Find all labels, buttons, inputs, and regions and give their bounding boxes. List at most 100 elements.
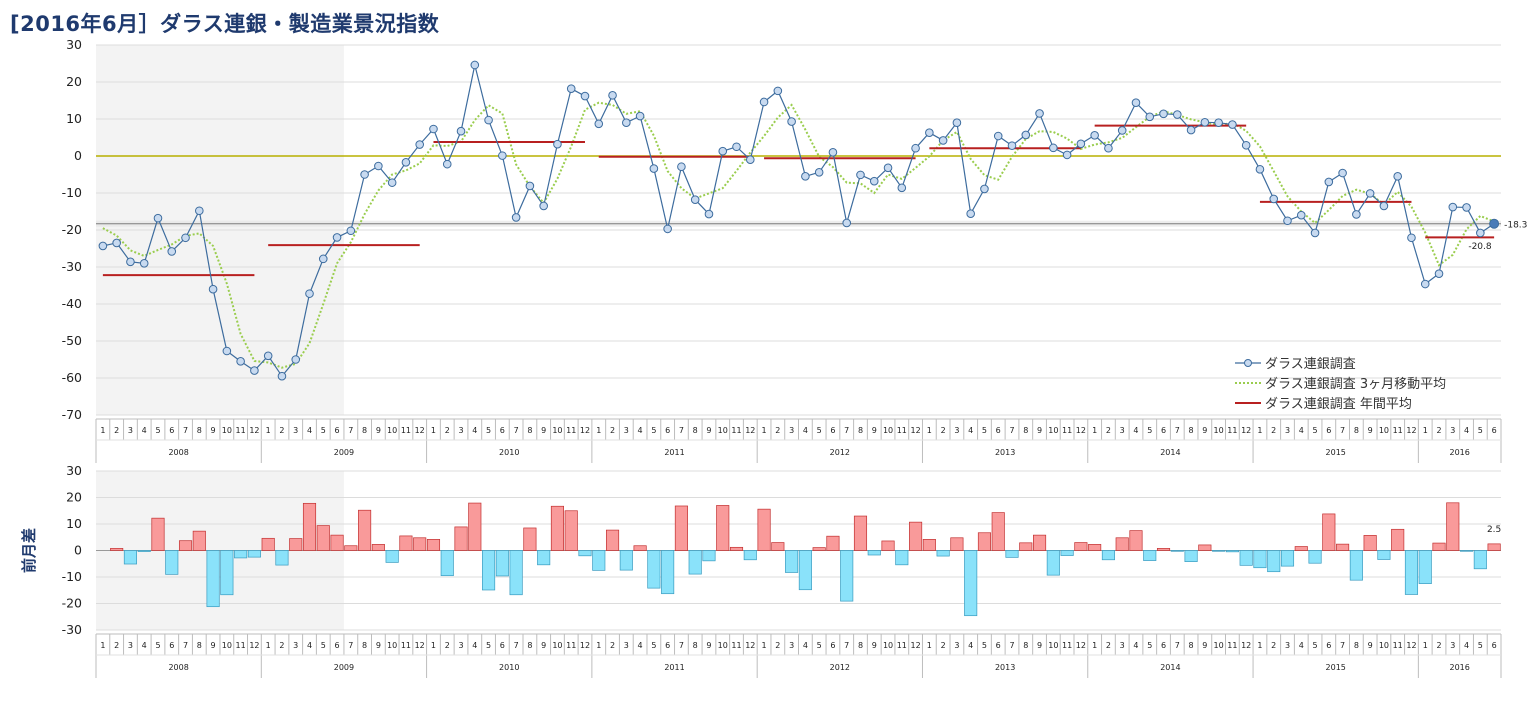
top-month-label: 10 bbox=[222, 426, 232, 435]
top-month-label: 12 bbox=[1241, 426, 1251, 435]
data-point bbox=[1200, 118, 1210, 127]
data-point bbox=[745, 155, 755, 164]
bottom-month-label: 4 bbox=[638, 641, 643, 650]
bar bbox=[192, 530, 206, 551]
bottom-month-label: 8 bbox=[693, 641, 698, 650]
top-month-label: 9 bbox=[706, 426, 711, 435]
y-tick-label: -30 bbox=[62, 622, 82, 637]
bottom-month-label: 2 bbox=[279, 641, 284, 650]
bar bbox=[413, 537, 427, 551]
top-month-label: 3 bbox=[458, 426, 463, 435]
bottom-month-label: 9 bbox=[1202, 641, 1207, 650]
bottom-month-label: 1 bbox=[100, 641, 105, 650]
top-month-label: 9 bbox=[872, 426, 877, 435]
bar bbox=[1074, 542, 1088, 551]
bottom-year-label: 2008 bbox=[168, 663, 188, 672]
y-tick-label: -30 bbox=[62, 259, 82, 274]
top-month-label: 2 bbox=[445, 426, 450, 435]
top-month-label: 12 bbox=[249, 426, 259, 435]
bottom-year-label: 2012 bbox=[830, 663, 850, 672]
top-month-label: 10 bbox=[1379, 426, 1389, 435]
chart-title: [2016年6月］ダラス連銀・製造業景況指数 bbox=[10, 12, 440, 36]
bar bbox=[936, 550, 950, 557]
top-year-label: 2016 bbox=[1449, 448, 1469, 457]
top-month-label: 7 bbox=[514, 426, 519, 435]
data-point bbox=[635, 111, 645, 121]
top-month-label: 11 bbox=[1062, 426, 1072, 435]
annotation-prior: -20.8 bbox=[1468, 242, 1492, 252]
top-month-label: 8 bbox=[1189, 426, 1194, 435]
bottom-month-label: 6 bbox=[169, 641, 174, 650]
top-month-label: 5 bbox=[982, 426, 987, 435]
data-point bbox=[911, 143, 920, 153]
data-point bbox=[980, 184, 989, 194]
data-point bbox=[498, 151, 507, 160]
top-month-label: 3 bbox=[1120, 426, 1125, 435]
bottom-month-label: 12 bbox=[1406, 641, 1416, 650]
data-point bbox=[318, 254, 328, 264]
bottom-month-label: 6 bbox=[1161, 641, 1166, 650]
bottom-month-label: 5 bbox=[321, 641, 326, 650]
bottom-month-label: 6 bbox=[996, 641, 1001, 650]
data-point bbox=[263, 351, 273, 361]
y-tick-label: 20 bbox=[66, 74, 82, 89]
bottom-month-label: 2 bbox=[610, 641, 615, 650]
top-month-label: 5 bbox=[817, 426, 822, 435]
top-month-label: 6 bbox=[665, 426, 670, 435]
bar bbox=[234, 550, 248, 559]
legend-label: ダラス連銀調査 年間平均 bbox=[1265, 397, 1412, 412]
bottom-month-label: 7 bbox=[844, 641, 849, 650]
bottom-month-label: 4 bbox=[803, 641, 808, 650]
data-point bbox=[1310, 228, 1320, 238]
bottom-month-label: 1 bbox=[1257, 641, 1262, 650]
data-point bbox=[787, 117, 796, 126]
top-year-label: 2009 bbox=[334, 448, 354, 457]
bottom-month-label: 7 bbox=[183, 641, 188, 650]
bar bbox=[1239, 550, 1253, 566]
data-point bbox=[897, 183, 907, 193]
data-point bbox=[1462, 203, 1471, 212]
bar bbox=[729, 546, 744, 551]
top-month-label: 1 bbox=[431, 426, 436, 435]
bottom-month-label: 6 bbox=[665, 641, 670, 650]
data-point bbox=[539, 201, 548, 211]
bar bbox=[1005, 550, 1019, 558]
bottom-year-label: 2010 bbox=[499, 663, 519, 672]
top-month-label: 11 bbox=[897, 426, 907, 435]
data-point bbox=[649, 164, 659, 173]
bottom-year-label: 2016 bbox=[1449, 663, 1469, 672]
bottom-month-label: 5 bbox=[982, 641, 987, 650]
data-point bbox=[250, 366, 259, 375]
bar bbox=[977, 532, 992, 551]
top-month-label: 7 bbox=[1009, 426, 1014, 435]
y-tick-label: 0 bbox=[74, 543, 82, 558]
data-point bbox=[1407, 233, 1416, 243]
bottom-month-label: 1 bbox=[1092, 641, 1097, 650]
data-point bbox=[1393, 172, 1402, 181]
data-point bbox=[222, 346, 232, 356]
data-point bbox=[429, 124, 438, 134]
bottom-month-label: 1 bbox=[927, 641, 932, 650]
top-month-label: 6 bbox=[1492, 426, 1497, 435]
top-month-label: 7 bbox=[844, 426, 849, 435]
data-point bbox=[1489, 218, 1500, 229]
bottom-month-label: 10 bbox=[718, 641, 728, 650]
top-month-label: 11 bbox=[1227, 426, 1237, 435]
data-point bbox=[1214, 118, 1223, 127]
bar bbox=[482, 550, 496, 591]
annotation-latest: -18.3 bbox=[1504, 221, 1527, 231]
legend-marker-series bbox=[1244, 359, 1252, 367]
bottom-month-label: 10 bbox=[222, 641, 232, 650]
top-month-label: 1 bbox=[1257, 426, 1262, 435]
data-point bbox=[869, 176, 879, 186]
bar bbox=[881, 540, 895, 551]
top-month-label: 3 bbox=[624, 426, 629, 435]
top-month-label: 4 bbox=[968, 426, 973, 435]
data-point bbox=[126, 257, 135, 267]
data-point bbox=[966, 209, 975, 219]
bottom-month-label: 11 bbox=[1227, 641, 1237, 650]
top-month-label: 4 bbox=[1299, 426, 1304, 435]
bottom-month-label: 8 bbox=[527, 641, 532, 650]
bar bbox=[1418, 550, 1432, 584]
bottom-month-label: 1 bbox=[596, 641, 601, 650]
